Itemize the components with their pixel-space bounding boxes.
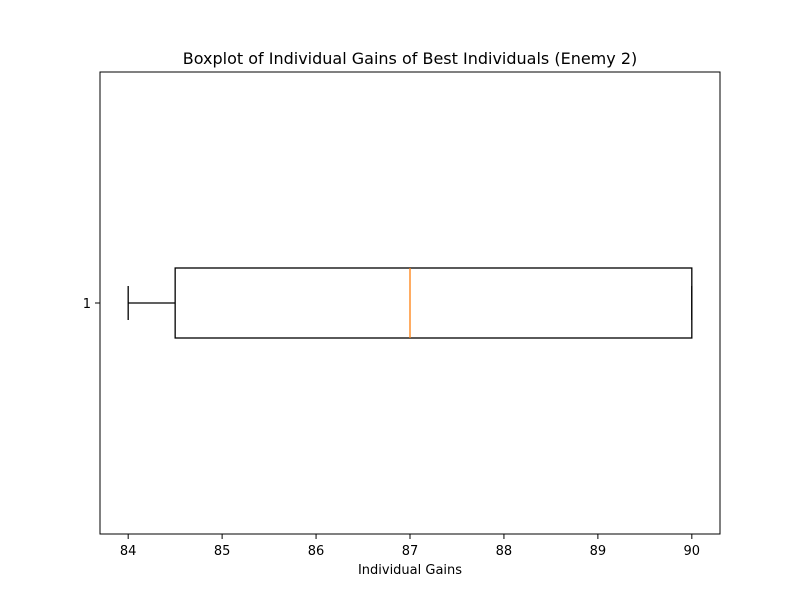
- y-axis: 1: [83, 297, 100, 312]
- x-tick-label: 86: [308, 544, 325, 559]
- iqr-box: [174, 267, 693, 339]
- x-axis: 84 85 86 87 88 89 90: [120, 534, 700, 559]
- chart-title: Boxplot of Individual Gains of Best Indi…: [183, 49, 637, 68]
- plot-layer: [127, 267, 693, 339]
- x-axis-label: Individual Gains: [358, 563, 462, 578]
- box-group: [127, 267, 693, 339]
- x-tick-label: 90: [684, 544, 701, 559]
- x-tick-label: 84: [120, 544, 137, 559]
- x-tick-label: 87: [402, 544, 419, 559]
- x-tick-label: 89: [590, 544, 607, 559]
- x-tick-label: 88: [496, 544, 513, 559]
- y-tick-label: 1: [83, 297, 91, 312]
- x-tick-label: 85: [214, 544, 231, 559]
